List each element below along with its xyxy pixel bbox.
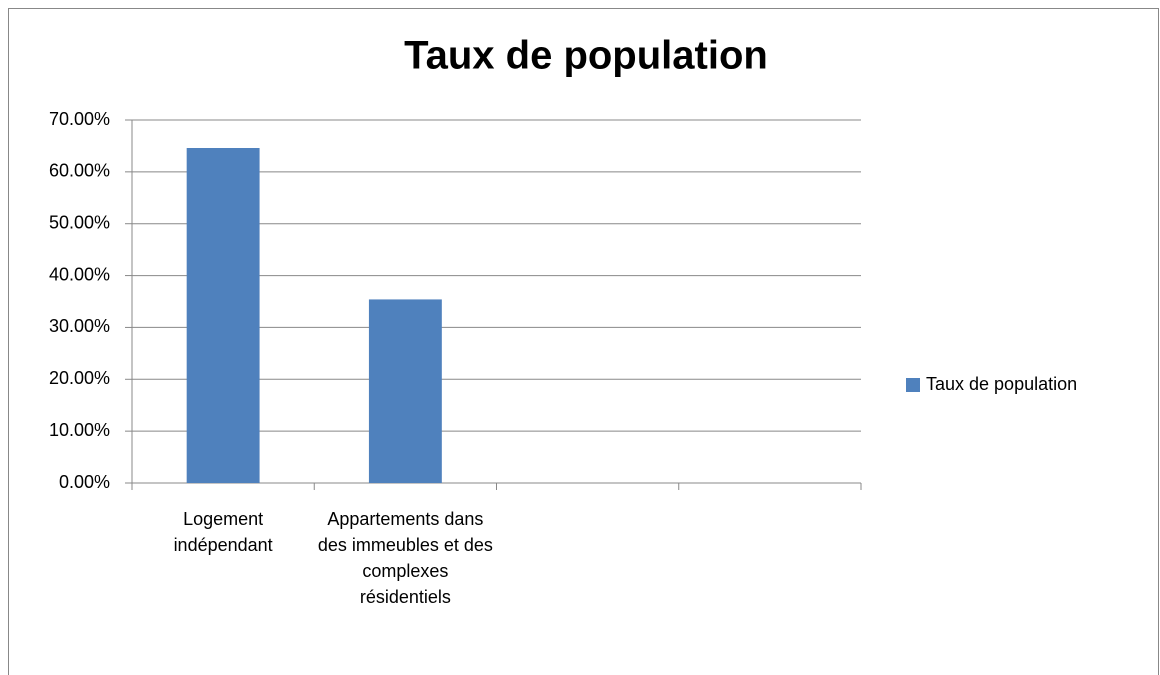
x-tick-label: Appartements dans des immeubles et des c… xyxy=(317,509,493,607)
y-tick-label: 40.00% xyxy=(49,264,110,284)
x-tick-label: Logement indépendant xyxy=(173,509,273,555)
legend-swatch xyxy=(906,378,920,392)
bar xyxy=(368,299,442,483)
chart-border xyxy=(8,8,1159,675)
y-tick-label: 20.00% xyxy=(49,368,110,388)
y-tick-label: 50.00% xyxy=(49,212,110,232)
legend-label: Taux de population xyxy=(926,374,1077,394)
y-tick-label: 0.00% xyxy=(59,472,110,492)
bar xyxy=(186,148,260,483)
y-tick-label: 70.00% xyxy=(49,109,110,129)
y-tick-label: 30.00% xyxy=(49,316,110,336)
chart-title: Taux de population xyxy=(404,34,768,78)
y-tick-label: 60.00% xyxy=(49,161,110,181)
y-tick-label: 10.00% xyxy=(49,420,110,440)
